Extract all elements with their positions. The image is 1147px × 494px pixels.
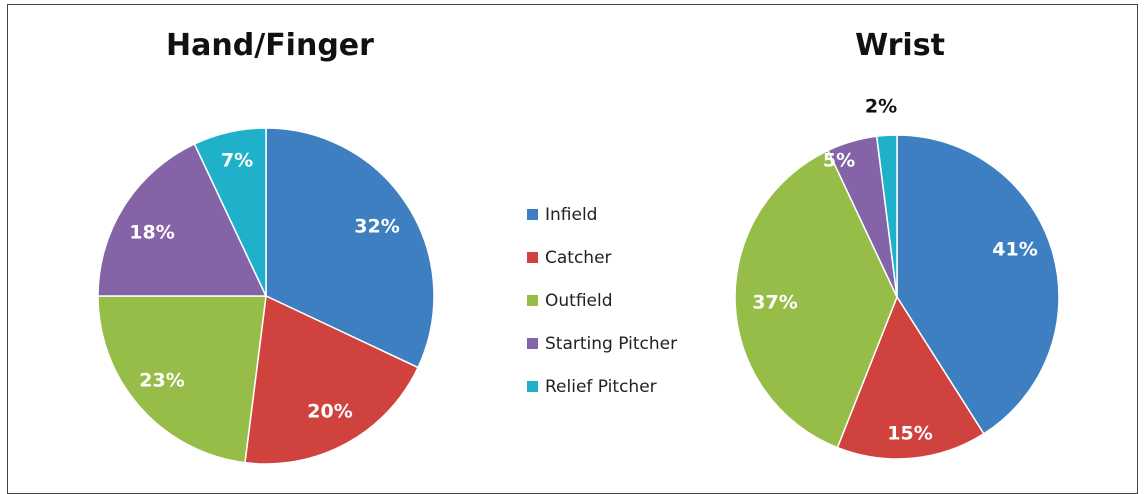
legend-swatch-catcher: [527, 252, 538, 263]
hand-finger-slice-catcher: [244, 294, 420, 465]
legend-label: Starting Pitcher: [545, 333, 678, 354]
legend-swatch-relief-pitcher: [527, 381, 538, 392]
hand-finger-slice-outfield: [97, 295, 267, 464]
legend-item-relief-pitcher: Relief Pitcher: [527, 365, 677, 408]
wrist-data-label-starting-pitcher: 5%: [823, 150, 855, 172]
legend-label: Relief Pitcher: [545, 376, 657, 397]
wrist-data-label-relief-pitcher: 2%: [865, 96, 897, 118]
wrist-slice-infield: [896, 134, 1060, 435]
legend-label: Catcher: [545, 247, 612, 268]
legend-label: Outfield: [545, 290, 613, 311]
wrist-data-label-infield: 41%: [992, 239, 1037, 261]
legend-item-starting-pitcher: Starting Pitcher: [527, 322, 677, 365]
wrist-data-label-catcher: 15%: [887, 423, 932, 445]
chart-legend: Infield Catcher Outfield Starting Pitche…: [527, 193, 677, 408]
legend-swatch-starting-pitcher: [527, 338, 538, 349]
legend-swatch-outfield: [527, 295, 538, 306]
hand-finger-data-label-catcher: 20%: [307, 401, 352, 423]
wrist-data-label-outfield: 37%: [752, 292, 797, 314]
legend-item-outfield: Outfield: [527, 279, 677, 322]
wrist-slice-relief-pitcher: [875, 134, 898, 298]
hand-finger-data-label-outfield: 23%: [139, 370, 184, 392]
hand-finger-data-label-relief-pitcher: 7%: [221, 150, 253, 172]
wrist-slice-outfield: [734, 149, 898, 449]
legend-item-infield: Infield: [527, 193, 677, 236]
hand-finger-slice-relief-pitcher: [193, 127, 267, 297]
wrist-slice-catcher: [836, 295, 985, 460]
wrist-chart-title: Wrist: [855, 28, 945, 63]
legend-swatch-infield: [527, 209, 538, 220]
legend-label: Infield: [545, 204, 598, 225]
hand-finger-slice-starting-pitcher: [97, 142, 268, 297]
hand-finger-data-label-infield: 32%: [354, 216, 399, 238]
hand-finger-data-label-starting-pitcher: 18%: [129, 222, 174, 244]
legend-item-catcher: Catcher: [527, 236, 677, 279]
hand-finger-chart-title: Hand/Finger: [166, 28, 374, 63]
hand-finger-slice-infield: [265, 127, 435, 369]
